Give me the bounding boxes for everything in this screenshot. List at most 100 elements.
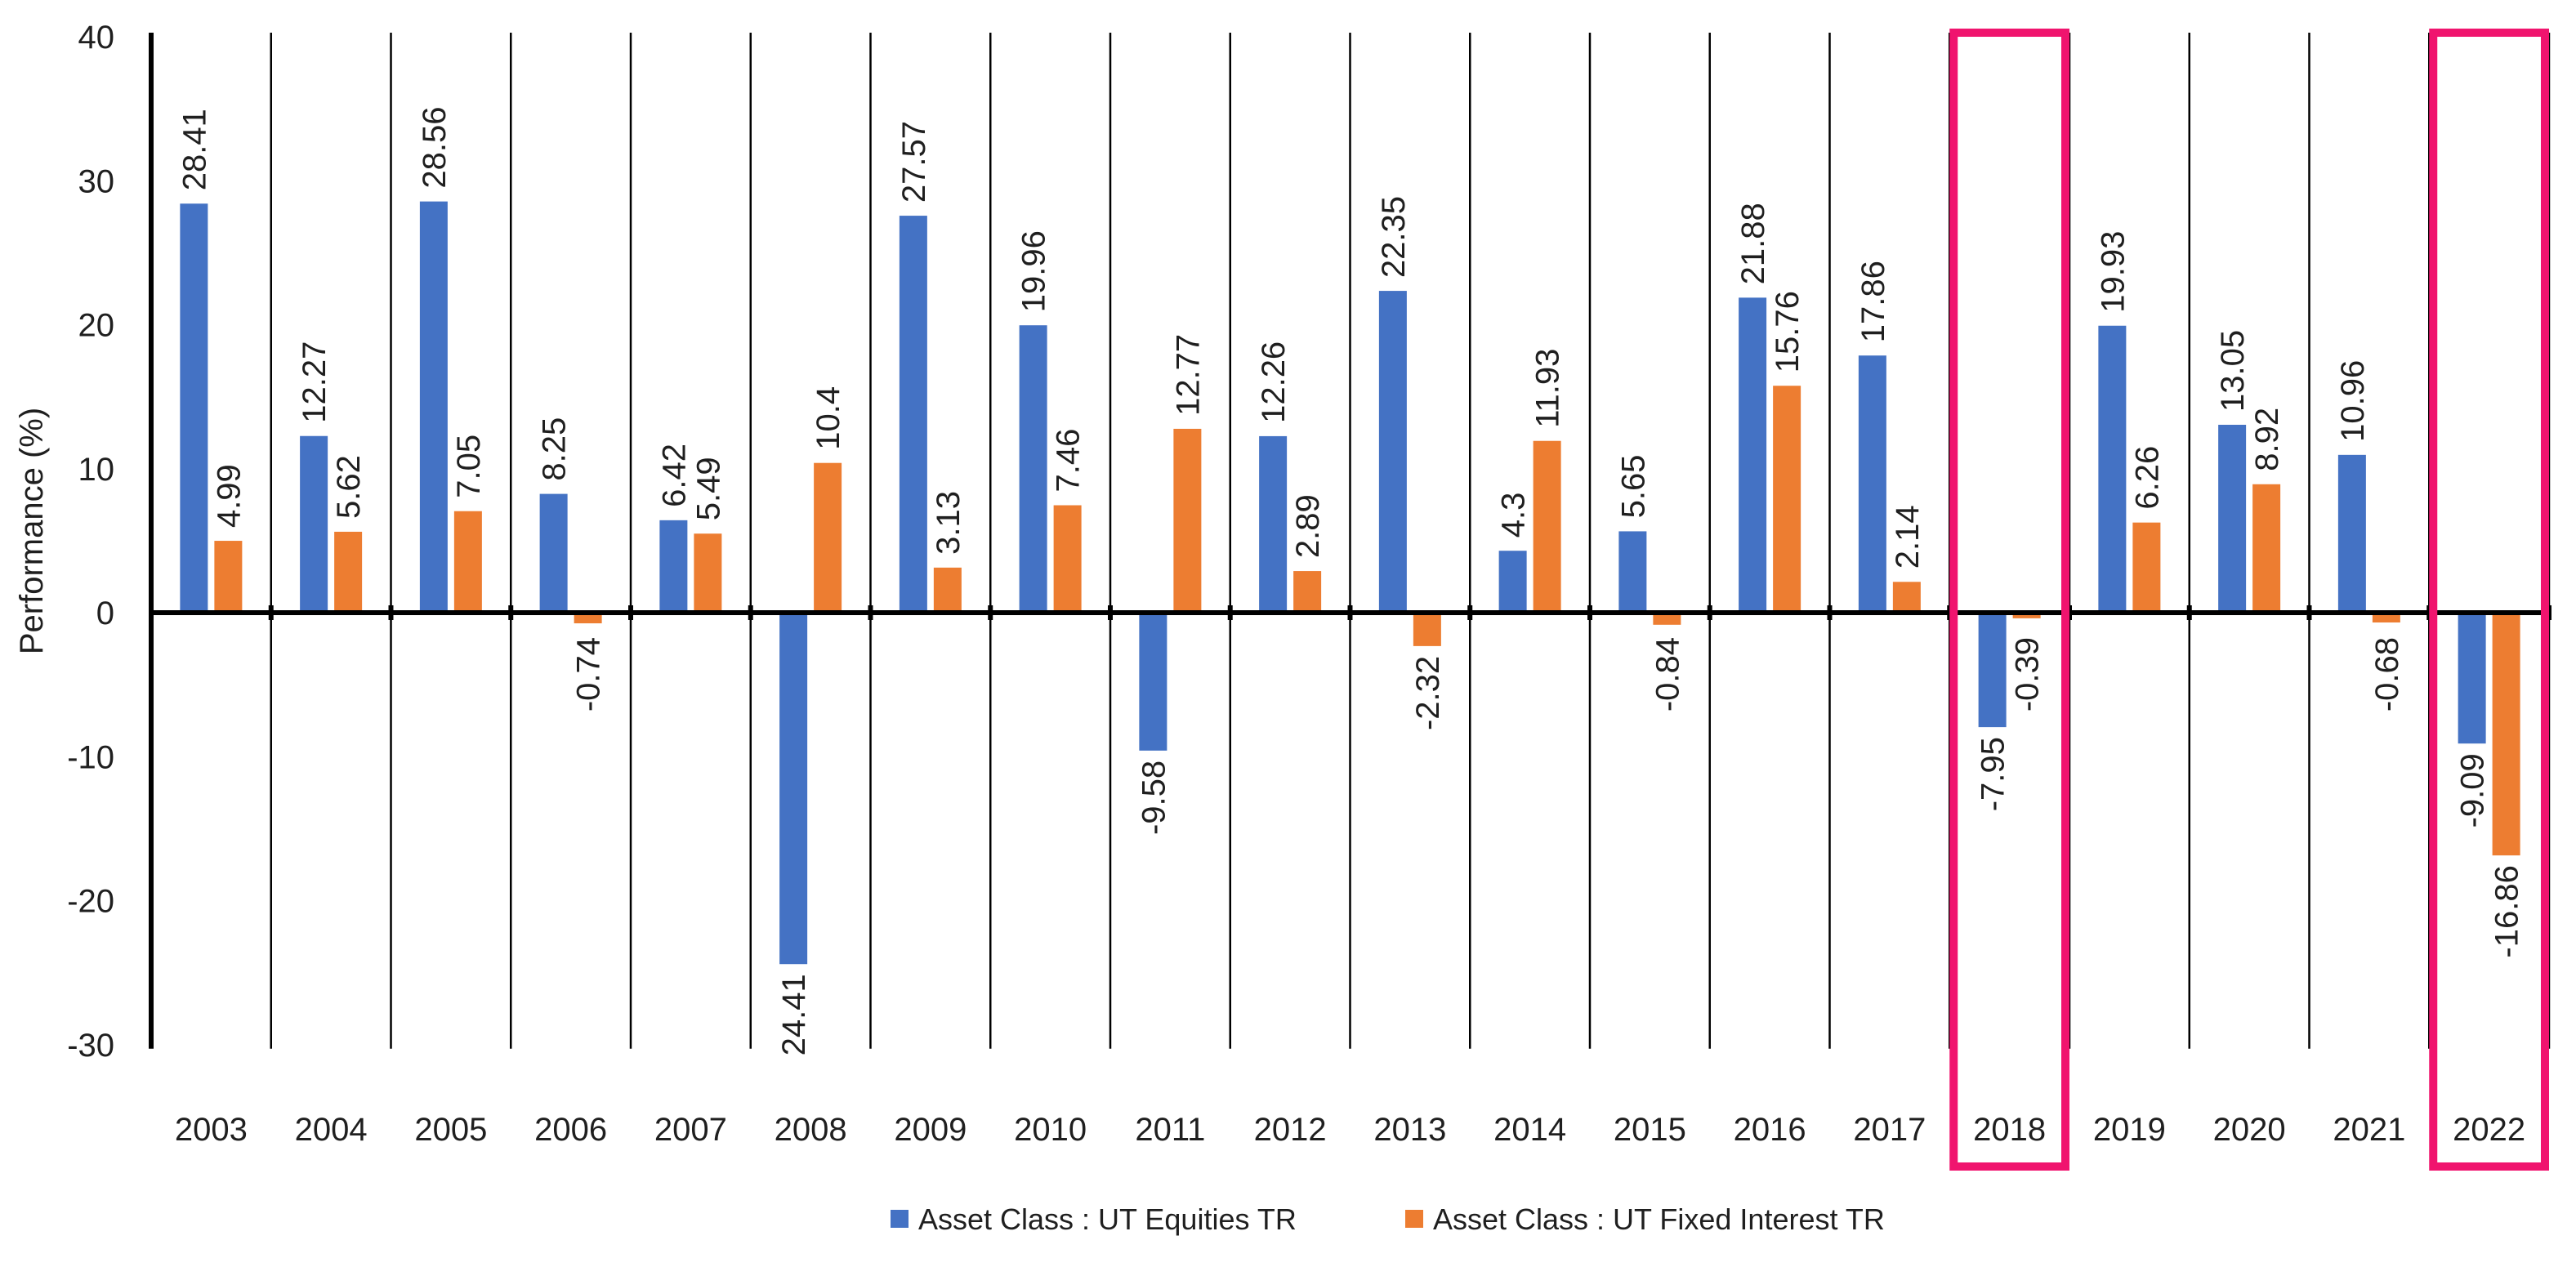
equities-value-label-2011: -9.58: [1136, 761, 1172, 835]
y-tick-labels: 40 30 20 10 0 -10 -20 -30: [67, 20, 114, 1064]
equities-value-label-2009: 27.57: [896, 121, 932, 203]
fixed-interest-bar-2003: [214, 541, 243, 613]
equities-value-label-2016: 21.88: [1735, 203, 1771, 284]
fixed-interest-bar-2011: [1173, 428, 1202, 613]
x-tick-label-2005: 2005: [414, 1112, 487, 1148]
category-separators: [270, 33, 2551, 1049]
equities-bar-2016: [1739, 297, 1767, 613]
fixed-interest-value-label-2011: 12.77: [1170, 334, 1206, 416]
equities-bar-2005: [419, 201, 448, 613]
equities-value-label-2012: 12.26: [1256, 341, 1292, 423]
fixed-interest-value-label-2008: 10.4: [810, 386, 846, 450]
x-tick-label-2012: 2012: [1254, 1112, 1327, 1148]
x-tick-label-2011: 2011: [1135, 1112, 1205, 1148]
fixed-interest-value-label-2004: 5.62: [331, 455, 367, 519]
equities-value-label-2010: 19.96: [1016, 230, 1052, 312]
fixed-interest-bar-2010: [1053, 505, 1082, 613]
fixed-interest-value-label-2015: -0.84: [1650, 637, 1685, 712]
fixed-interest-bar-2008: [814, 462, 842, 613]
legend-label-equities: Asset Class : UT Equities TR: [918, 1202, 1297, 1236]
x-tick-label-2019: 2019: [2093, 1112, 2166, 1148]
fixed-interest-bar-2019: [2132, 522, 2161, 613]
fixed-interest-bar-2014: [1533, 440, 1561, 613]
fixed-interest-bar-2004: [334, 531, 363, 613]
fixed-interest-value-label-2020: 8.92: [2249, 408, 2285, 471]
fixed-interest-value-label-2021: -0.68: [2369, 637, 2405, 712]
fixed-interest-value-label-2005: 7.05: [451, 435, 487, 498]
equities-bar-2014: [1498, 551, 1527, 613]
equities-bar-2019: [2098, 325, 2127, 613]
equities-bar-2010: [1019, 325, 1047, 613]
fixed-interest-bar-2009: [933, 567, 962, 613]
fixed-interest-bar-2005: [453, 511, 482, 613]
y-tick-label: -10: [67, 739, 114, 775]
equities-value-label-2015: 5.65: [1615, 455, 1651, 519]
fixed-interest-value-label-2003: 4.99: [211, 464, 247, 528]
y-tick-label: 40: [78, 20, 115, 56]
legend: Asset Class : UT Equities TR Asset Class …: [891, 1202, 1885, 1236]
fixed-interest-value-label-2019: 6.26: [2129, 446, 2165, 510]
fixed-interest-bar-2017: [1892, 582, 1921, 613]
data-labels: 28.41 4.99 12.27 5.62 28.56 7.05 8.25 -0.74 6.42…: [176, 107, 2525, 1056]
bars: [180, 201, 2520, 965]
equities-bar-2009: [899, 216, 927, 613]
x-tick-label-2010: 2010: [1014, 1112, 1087, 1148]
fixed-interest-bar-2016: [1773, 386, 1801, 613]
fixed-interest-bar-2022: [2492, 613, 2520, 856]
y-tick-label: 10: [78, 452, 115, 488]
x-tick-label-2020: 2020: [2213, 1112, 2286, 1148]
y-axis-label: Performance (%): [14, 408, 50, 654]
x-tick-label-2016: 2016: [1734, 1112, 1806, 1148]
highlight-box-2018: [1949, 29, 2069, 1171]
x-tick-label-2022: 2022: [2453, 1112, 2525, 1148]
fixed-interest-value-label-2022: -16.86: [2489, 865, 2525, 957]
x-tick-labels: 2003 2004 2005 2006 2007 2008 2009 2010 2011 2012…: [175, 1112, 2525, 1148]
fixed-interest-bar-2021: [2372, 613, 2400, 622]
fixed-interest-value-label-2012: 2.89: [1290, 494, 1326, 558]
x-tick-label-2007: 2007: [654, 1112, 727, 1148]
highlight-box-2022: [2429, 29, 2549, 1171]
equities-bar-2011: [1139, 613, 1167, 751]
fixed-interest-bar-2012: [1293, 571, 1322, 613]
highlight-boxes: [1949, 29, 2549, 1171]
x-tick-label-2008: 2008: [775, 1112, 847, 1148]
equities-bar-2013: [1378, 291, 1407, 613]
equities-value-label-2018: -7.95: [1976, 737, 2011, 811]
fixed-interest-bar-2006: [574, 613, 602, 624]
legend-swatch-fixed-interest: [1405, 1210, 1423, 1228]
equities-value-label-2005: 28.56: [417, 107, 453, 189]
fixed-interest-bar-2007: [694, 533, 722, 613]
fixed-interest-bar-2020: [2252, 484, 2281, 613]
equities-value-label-2022: -9.09: [2455, 753, 2491, 828]
x-tick-label-2015: 2015: [1614, 1112, 1686, 1148]
equities-bar-2004: [300, 435, 328, 613]
x-tick-label-2021: 2021: [2333, 1112, 2405, 1148]
x-tick-label-2009: 2009: [894, 1112, 967, 1148]
equities-value-label-2007: 6.42: [656, 444, 692, 507]
equities-value-label-2019: 19.93: [2095, 231, 2131, 313]
equities-value-label-2014: 4.3: [1496, 493, 1532, 538]
equities-bar-2020: [2218, 424, 2247, 613]
fixed-interest-bar-2018: [2012, 613, 2041, 618]
axes: [149, 33, 2551, 1049]
legend-label-fixed-interest: Asset Class : UT Fixed Interest TR: [1433, 1202, 1885, 1236]
fixed-interest-value-label-2010: 7.46: [1051, 429, 1087, 493]
x-tick-label-2006: 2006: [534, 1112, 607, 1148]
equities-bar-2003: [180, 203, 208, 613]
fixed-interest-value-label-2014: 11.93: [1530, 349, 1566, 428]
fixed-interest-value-label-2016: 15.76: [1770, 291, 1806, 373]
x-tick-label-2013: 2013: [1373, 1112, 1446, 1148]
equities-bar-2006: [539, 493, 568, 613]
x-tick-label-2004: 2004: [295, 1112, 368, 1148]
equities-bar-2012: [1259, 435, 1288, 613]
fixed-interest-value-label-2009: 3.13: [931, 491, 967, 555]
y-tick-label: 20: [78, 308, 115, 344]
y-tick-label: -30: [67, 1028, 114, 1064]
y-tick-label: 30: [78, 163, 115, 199]
equities-value-label-2017: 17.86: [1855, 261, 1891, 342]
y-tick-label: 0: [96, 596, 114, 631]
fixed-interest-value-label-2017: 2.14: [1890, 505, 1926, 569]
equities-value-label-2006: 8.25: [537, 417, 573, 481]
fixed-interest-bar-2013: [1413, 613, 1441, 646]
